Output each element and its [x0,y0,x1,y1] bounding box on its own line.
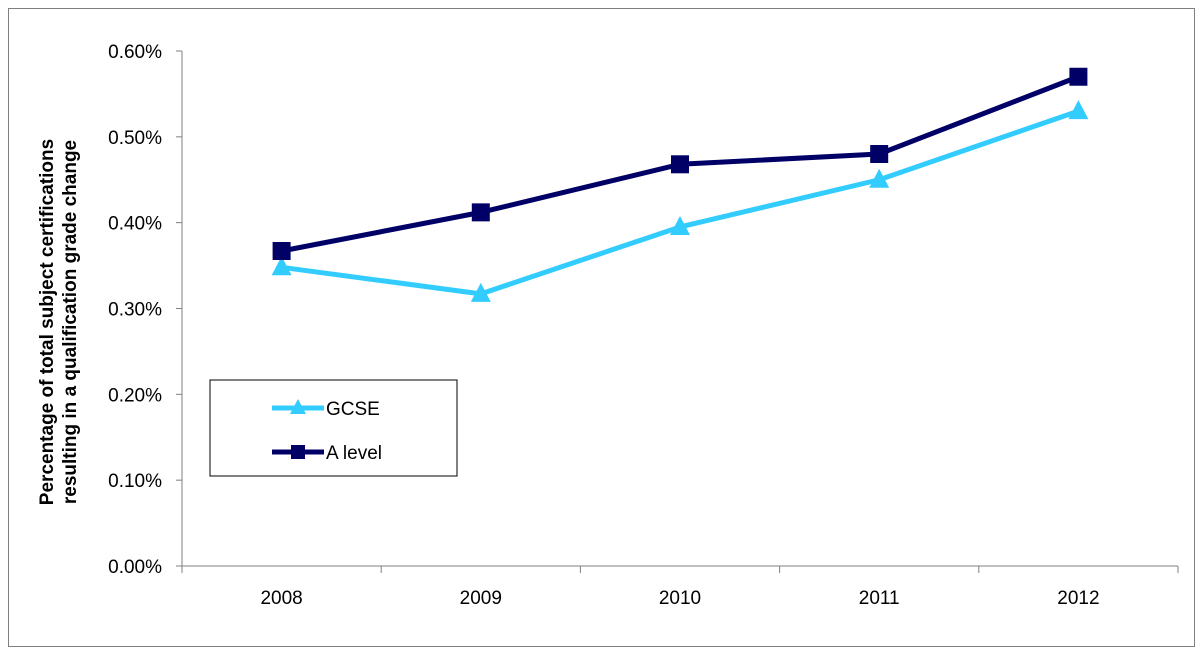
x-axis-ticks: 2008 2009 2010 2011 2012 [181,566,1179,609]
x-tick-label: 2009 [460,588,502,609]
x-tick-label: 2008 [260,588,302,609]
data-point-gcse [1068,100,1089,120]
data-point-a-level [272,241,291,260]
legend-gcse-label: GCSE [326,399,380,420]
data-point-gcse [869,168,890,188]
y-tick-label: 0.10% [108,471,162,492]
data-point-gcse [470,282,491,302]
legend-box [209,379,458,477]
data-point-a-level [870,145,889,163]
series-layer [271,67,1089,302]
y-axis-ticks: 0.00% 0.10% 0.20% 0.30% 0.40% 0.50% 0.60% [108,42,182,578]
y-tick-label: 0.50% [108,128,162,149]
legend-alevel-marker [291,445,305,459]
x-tick-label: 2011 [859,588,900,609]
legend-alevel-label: A level [326,443,382,464]
y-tick-label: 0.30% [108,300,162,321]
data-point-a-level [671,155,689,174]
series-a-level [272,67,1088,260]
x-tick-label: 2010 [659,588,701,609]
data-point-a-level [1069,67,1088,86]
data-point-gcse [670,215,690,235]
series-line-gcse [281,108,1080,297]
y-tick-label: 0.40% [108,214,162,235]
y-axis-title-line1: Percentage of total subject certificatio… [37,139,58,505]
y-tick-label: 0.00% [108,557,162,578]
data-point-gcse [271,256,292,276]
data-point-a-level [471,203,490,222]
y-tick-label: 0.60% [108,42,162,63]
chart-frame [8,8,1195,647]
series-gcse [271,100,1089,302]
y-axis-title: Percentage of total subject certificatio… [37,139,81,505]
y-axis-title-line2: resulting in a qualification grade chang… [60,140,81,504]
y-tick-label: 0.20% [108,385,162,406]
x-tick-label: 2012 [1057,588,1099,609]
legend-gcse-marker [290,399,306,414]
legend: GCSE A level [209,379,458,477]
